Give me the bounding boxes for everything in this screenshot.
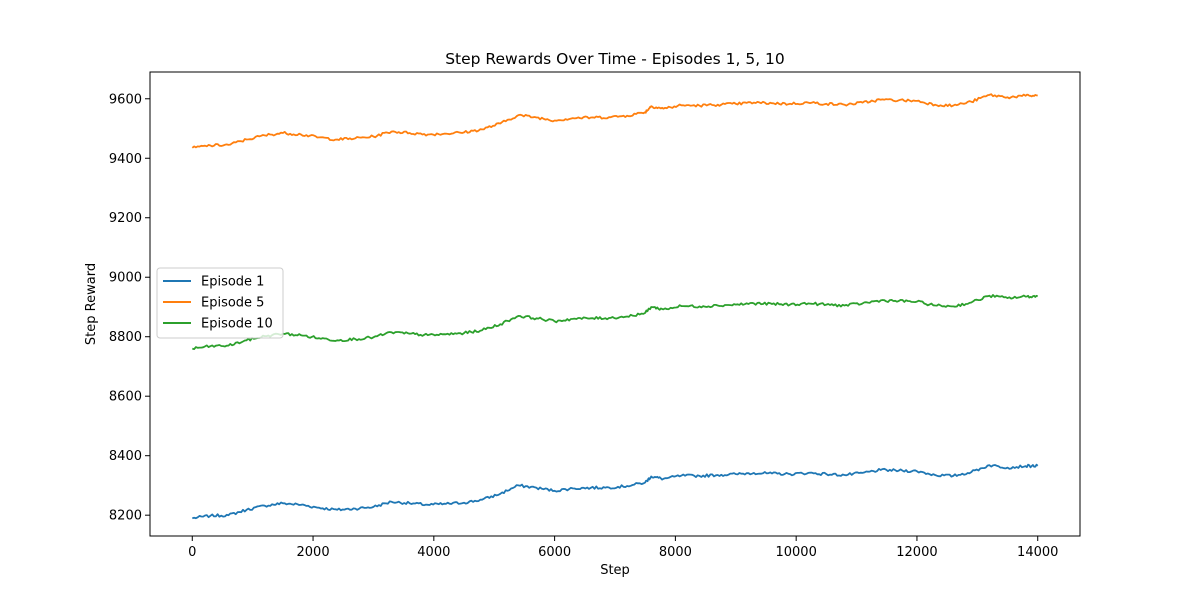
y-tick-label: 9200 [109, 211, 142, 226]
y-tick-label: 9600 [109, 92, 142, 107]
series-layer [191, 93, 1039, 520]
y-tick-label: 8800 [109, 330, 142, 345]
y-tick-label: 8600 [109, 390, 142, 405]
series-line-2 [191, 93, 1038, 149]
legend: Episode 1 Episode 5 Episode 10 [156, 267, 284, 339]
x-tick-label: 4000 [417, 545, 450, 560]
y-axis: 8200 8400 8600 8800 9000 9200 9400 9600 [109, 92, 150, 524]
x-tick-label: 12000 [896, 545, 937, 560]
x-axis-title: Step [600, 563, 630, 578]
legend-label-2: Episode 5 [201, 296, 264, 311]
y-tick-label: 8200 [109, 509, 142, 524]
x-tick-label: 2000 [297, 545, 330, 560]
x-tick-label: 0 [188, 545, 196, 560]
axes-frame [149, 71, 1081, 537]
y-tick-label: 8400 [109, 449, 142, 464]
x-tick-label: 6000 [538, 545, 571, 560]
legend-label-3: Episode 10 [201, 317, 273, 332]
y-tick-label: 9000 [109, 271, 142, 286]
x-tick-label: 8000 [659, 545, 692, 560]
x-tick-label: 10000 [775, 545, 816, 560]
x-tick-label: 14000 [1017, 545, 1058, 560]
series-line-3 [192, 294, 1039, 350]
series-line-1 [192, 463, 1039, 520]
chart-title: Step Rewards Over Time - Episodes 1, 5, … [445, 50, 785, 68]
x-axis: 0 2000 4000 6000 8000 10000 12000 14000 [188, 536, 1058, 560]
plot-area [149, 71, 1081, 537]
legend-box [156, 267, 284, 339]
y-axis-title: Step Reward [84, 263, 99, 345]
y-tick-label: 9400 [109, 152, 142, 167]
legend-label-1: Episode 1 [201, 275, 264, 290]
